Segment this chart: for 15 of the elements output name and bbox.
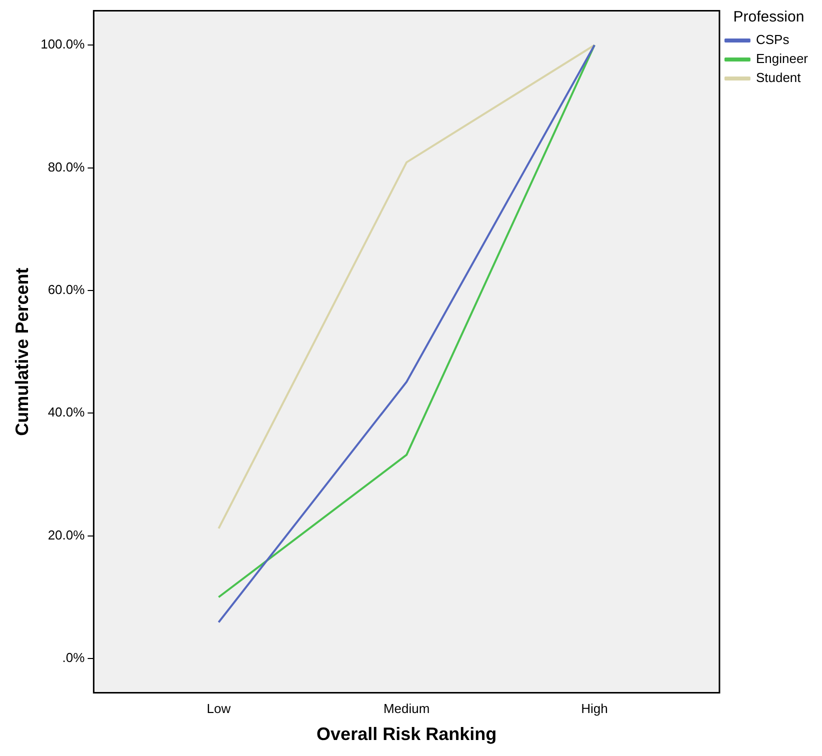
y-tick-label: 40.0% xyxy=(48,404,86,420)
y-tick-label: 60.0% xyxy=(48,282,86,298)
legend-label: Student xyxy=(756,70,802,86)
x-axis-title: Overall Risk Ranking xyxy=(316,724,497,744)
legend-label: CSPs xyxy=(756,32,790,48)
x-tick-label: Medium xyxy=(383,701,430,716)
y-tick-label: 20.0% xyxy=(48,527,86,542)
y-tick-label: .0% xyxy=(62,650,86,666)
y-axis-title: Cumulative Percent xyxy=(12,268,32,436)
legend-title: Profession xyxy=(733,8,804,26)
x-tick-label: Low xyxy=(206,701,232,716)
y-tick-label: 80.0% xyxy=(48,159,86,174)
x-tick-label: High xyxy=(581,701,608,716)
legend-label: Engineer xyxy=(756,51,809,66)
y-tick-label: 100.0% xyxy=(40,36,86,52)
